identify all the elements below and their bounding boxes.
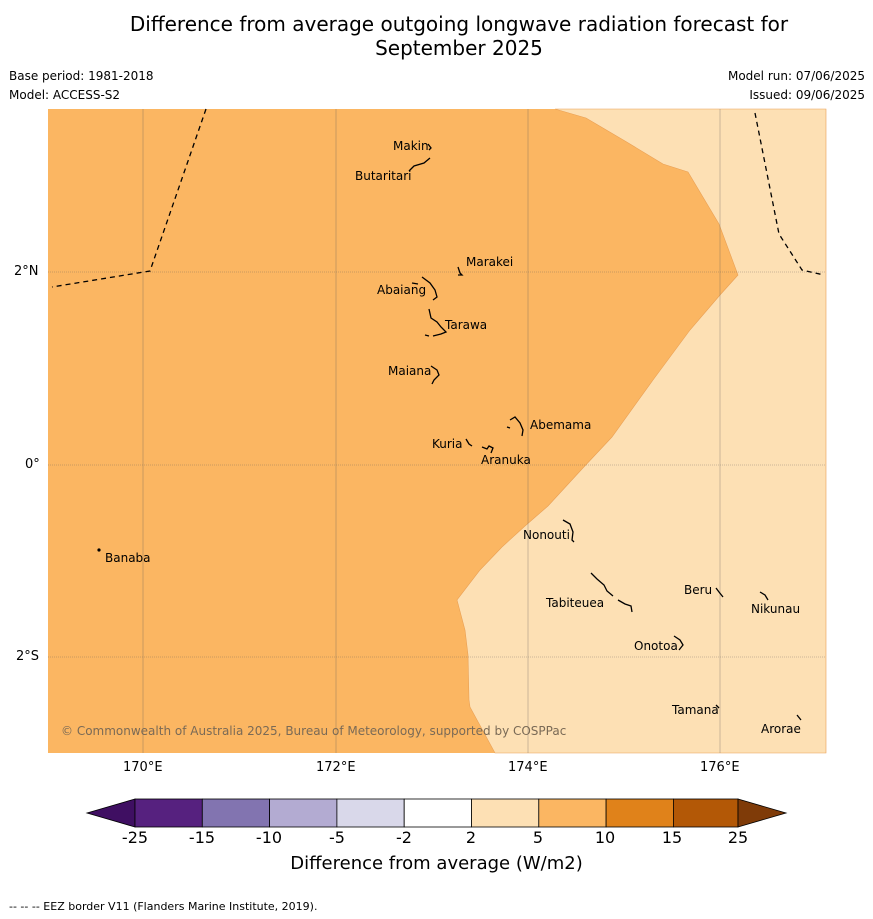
meta-right: Model run: 07/06/2025 Issued: 09/06/2025 [728,69,865,107]
island-tarawa [428,308,448,337]
base-period: Base period: 1981-2018 [9,69,154,83]
colorbar-tick: 10 [594,828,616,847]
island-beru [715,587,724,598]
island-tabiteuea-south [617,599,633,613]
lat-tick-2s: 2°S [16,649,40,664]
colorbar-extend-low [85,798,136,828]
colorbar-extend-high [737,798,788,828]
colorbar-bin-2 [201,798,271,828]
place-onotoa: Onotoa [634,639,678,653]
island-marakei [457,266,464,276]
lat-tick-0: 0° [25,457,40,472]
lat-tick-2n: 2°N [14,264,39,279]
eez-border-west [51,108,207,288]
place-nikunau: Nikunau [751,602,801,616]
island-abaiang [421,276,438,301]
colorbar-tick: -5 [329,828,345,847]
colorbar [85,798,788,828]
eez-borders [51,108,825,288]
colorbar-tick: -2 [396,828,412,847]
island-tamana [715,704,720,709]
place-abemama: Abemama [530,418,592,432]
place-tamana: Tamana [672,703,719,717]
colorbar-bin-1 [134,798,203,828]
place-arorae: Arorae [761,722,801,736]
colorbar-tick: 15 [661,828,683,847]
island-onotoa [673,635,684,651]
island-abemama [509,416,524,437]
lon-tick-170e: 170°E [123,760,163,775]
colorbar-tick: 25 [727,828,749,847]
colorbar-tick: 5 [532,828,544,847]
colorbar-tick: -15 [188,828,216,847]
shading-band-2-5 [456,108,827,754]
place-beru: Beru [684,583,713,597]
island-tabiteuea-north [590,572,614,597]
place-maiana: Maiana [388,364,432,378]
island-nonouti [562,519,575,543]
island-nikunau [759,591,769,601]
place-marakei: Marakei [466,255,514,269]
island-aranuka [481,445,494,454]
place-tarawa: Tarawa [445,318,488,332]
place-aranuka: Aranuka [481,453,531,467]
meta-left: Base period: 1981-2018 Model: ACCESS-S2 [9,69,154,107]
island-banaba [97,548,101,552]
island-tarawa-west [424,334,430,337]
place-banaba: Banaba [105,551,151,565]
model-name: Model: ACCESS-S2 [9,88,121,102]
colorbar-tick: -25 [121,828,149,847]
colorbar-bin-9 [673,798,739,828]
copyright-notice: © Commonwealth of Australia 2025, Bureau… [61,724,567,738]
place-tabiteuea: Tabiteuea [546,596,605,610]
island-makin [427,143,432,151]
place-butaritari: Butaritari [355,169,412,183]
island-abaiang-west [411,282,419,285]
island-butaritari [408,157,431,172]
colorbar-bin-3 [269,798,338,828]
place-makin: Makin [393,139,429,153]
title-line-2: September 2025 [375,36,543,60]
colorbar-tick: 2 [465,828,477,847]
place-nonouti: Nonouti [523,528,570,542]
graticule [48,109,826,753]
colorbar-bin-8 [605,798,674,828]
eez-border-east [754,112,825,276]
colorbar-bin-7 [538,798,607,828]
colorbar-bin-6 [471,798,540,828]
lon-tick-176e: 176°E [700,760,740,775]
colorbar-label: Difference from average (W/m2) [290,853,583,874]
issued-date: Issued: 09/06/2025 [749,88,865,102]
page-title: Difference from average outgoing longwav… [0,12,873,60]
lon-tick-172e: 172°E [316,760,356,775]
model-run: Model run: 07/06/2025 [727,69,865,83]
island-arorae [796,714,802,721]
island-outlines [408,143,802,721]
colorbar-tick: -10 [255,828,283,847]
colorbar-bin-5 [403,798,472,828]
island-maiana [430,365,440,385]
island-abemama-west [506,426,511,429]
title-line-1: Difference from average outgoing longwav… [129,12,789,36]
island-kuria [465,438,473,447]
eez-footnote: -- -- -- EEZ border V11 (Flanders Marine… [9,900,318,913]
colorbar-bin-4 [336,798,405,828]
place-kuria: Kuria [432,437,463,451]
lon-tick-174e: 174°E [508,760,548,775]
place-abaiang: Abaiang [377,283,427,297]
